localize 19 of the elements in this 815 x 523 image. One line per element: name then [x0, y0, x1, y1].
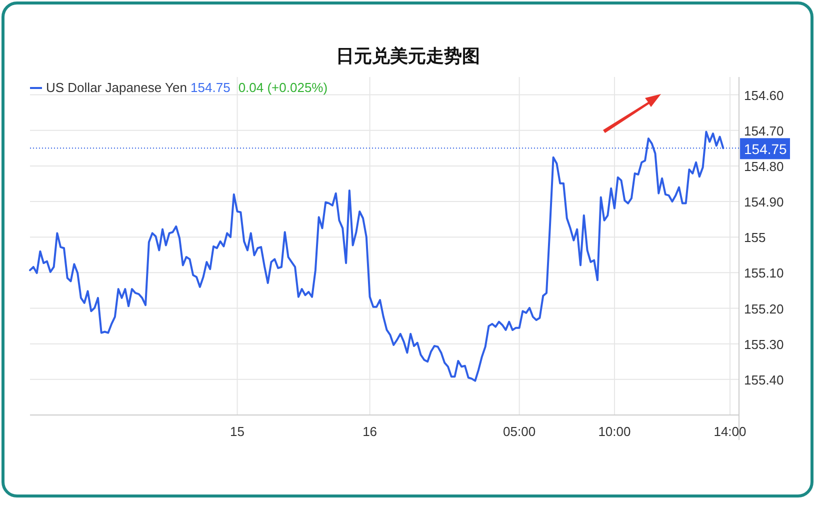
- y-tick-label: 154.80: [744, 158, 784, 174]
- y-tick-label: 155.10: [744, 266, 784, 281]
- annotation: 154.75: [190, 80, 230, 95]
- annotation: 0.04 (+0.025%): [238, 80, 328, 95]
- y-tick-label: 154.90: [744, 194, 784, 210]
- y-tick-label: 155: [744, 230, 766, 246]
- chart-title: 日元兑美元走势图: [336, 46, 480, 66]
- x-tick-label: 16: [362, 424, 378, 439]
- y-tick-label: 155.30: [744, 336, 784, 352]
- y-tick-label: 155.20: [744, 301, 784, 316]
- legend-label: US Dollar Japanese Yen: [46, 80, 191, 95]
- ref-line-label: 154.75: [744, 141, 788, 158]
- x-tick-label: 05:00: [503, 424, 536, 439]
- x-tick-label: 10:00: [598, 424, 631, 439]
- x-tick-label: 14:00: [714, 424, 746, 439]
- x-tick-label: 15: [230, 424, 245, 439]
- y-tick-label: 155.40: [744, 372, 784, 388]
- y-tick-label: 154.70: [744, 123, 784, 138]
- y-tick-label: 154.60: [744, 88, 784, 103]
